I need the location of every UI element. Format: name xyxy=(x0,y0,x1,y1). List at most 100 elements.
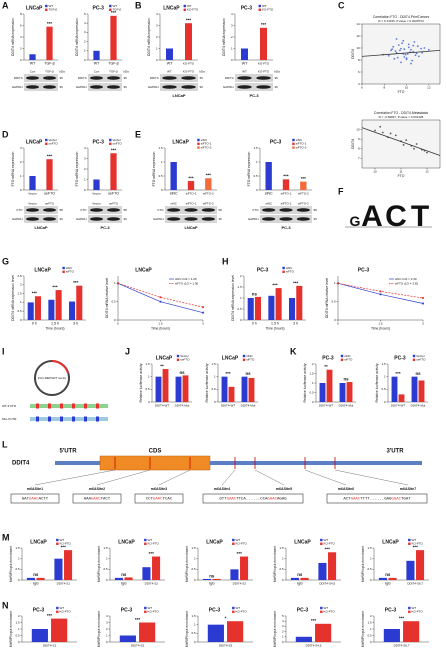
bar xyxy=(212,578,221,580)
legend-swatch xyxy=(197,138,200,142)
significance: ns xyxy=(415,371,421,376)
blot-strip xyxy=(235,74,273,82)
legend-label: WT xyxy=(324,606,329,610)
bar xyxy=(240,556,249,580)
site-connector xyxy=(158,469,191,486)
bar xyxy=(328,552,337,580)
point xyxy=(403,56,406,58)
blot-band xyxy=(279,208,293,212)
kda-label: 36 xyxy=(124,85,128,89)
y-tick-label: 4 xyxy=(106,614,108,618)
point xyxy=(421,51,424,54)
y-tick-label: 0 xyxy=(370,640,372,644)
legend-label: siNC xyxy=(66,266,73,270)
significance: *** xyxy=(32,291,37,296)
construct-site xyxy=(84,403,87,409)
y-tick-label: 1 xyxy=(194,556,196,560)
construct-bar xyxy=(30,417,108,421)
significance: ns xyxy=(121,572,127,577)
utr3-bar xyxy=(210,461,422,465)
y-axis-label: DDIT4 mRNA expression xyxy=(147,18,151,56)
panel-letter: A xyxy=(2,0,9,10)
y-tick-label: 2 xyxy=(20,160,22,164)
blot-strip xyxy=(235,83,273,91)
x-tick-label: DDIT4-S3 xyxy=(233,581,247,585)
row-label: FTO xyxy=(253,208,260,212)
legend-swatch xyxy=(408,606,411,610)
significance: *** xyxy=(47,21,52,26)
y-axis-label: DDIT4 xyxy=(351,139,355,149)
chart-title: LNCaP xyxy=(163,5,180,11)
point xyxy=(427,48,430,51)
blot-band xyxy=(279,217,293,221)
legend-label: KO-FTO xyxy=(148,610,160,614)
chart-title: PC-3 xyxy=(92,5,104,11)
bar xyxy=(275,288,282,320)
blot-band xyxy=(181,76,196,80)
motif-letter: C xyxy=(385,200,407,233)
y-axis-label: MeRIP/input enrichment xyxy=(97,611,101,647)
point xyxy=(379,290,382,293)
motif-letter: A xyxy=(361,200,383,233)
x-tick-label: 3 h xyxy=(73,321,78,325)
blot-strip xyxy=(24,215,58,223)
x-axis-label: Time (hours) xyxy=(151,326,170,330)
point xyxy=(400,47,402,50)
x-tick-label: 3 h xyxy=(293,321,298,325)
blot-band xyxy=(26,217,39,221)
construct-bar xyxy=(30,404,108,408)
legend-label: KO-FTO xyxy=(236,610,248,614)
sequence-box xyxy=(326,493,428,504)
x-axis-label: FTO xyxy=(398,174,405,178)
significance: *** xyxy=(311,618,316,623)
significance: *** xyxy=(283,174,288,179)
y-tick-label: 1 xyxy=(106,556,108,560)
blot-band xyxy=(90,85,103,89)
legend-label: siFTO-1 xyxy=(201,142,212,146)
blot-band xyxy=(107,217,120,221)
site-label: m6ASite3 xyxy=(151,487,167,491)
point xyxy=(395,38,398,40)
kda-label: 58 xyxy=(60,208,64,212)
significance: * xyxy=(225,616,227,621)
legend-swatch xyxy=(109,8,112,11)
chart-subtitle: R = -0.69847, P.value = 0.001328 xyxy=(379,115,424,119)
x-tick-label: 10 xyxy=(373,170,377,174)
cell-label: PC-3 xyxy=(249,93,259,98)
y-axis-label: DDIT4 mRNA relative level xyxy=(105,278,109,319)
legend-swatch xyxy=(62,270,65,273)
blot-band xyxy=(107,85,120,89)
y-axis-label: MeRIP/input enrichment xyxy=(185,546,189,582)
blot-strip xyxy=(88,74,122,82)
legend-label: siFTO xyxy=(286,270,295,274)
bar xyxy=(296,285,303,320)
point xyxy=(402,39,405,42)
sequence-part: GAAC xyxy=(153,498,163,502)
y-axis-label: FTO mRNA expression xyxy=(75,151,79,186)
point xyxy=(426,151,428,154)
x-tick-label: DDIT4-Mut xyxy=(175,403,190,407)
blot-strip xyxy=(160,83,198,91)
legend-swatch xyxy=(109,138,112,142)
y-tick-label: 0.5 xyxy=(254,174,259,178)
bar xyxy=(282,179,290,190)
legend-label: WT xyxy=(236,606,241,610)
bar xyxy=(319,383,326,402)
bar xyxy=(289,298,296,320)
y-tick-label: 0.5 xyxy=(159,174,164,178)
x-tick-label: 3 xyxy=(202,322,204,326)
y-tick-label: 2 xyxy=(84,167,86,171)
y-tick-label: 1.5 xyxy=(368,546,373,550)
panel-letter: C xyxy=(338,0,345,10)
legend-label: TGF-β xyxy=(112,8,121,12)
bar xyxy=(221,376,228,402)
construct-site xyxy=(96,416,99,422)
x-tick-label: 1.5 xyxy=(158,322,163,326)
bar xyxy=(54,558,63,580)
significance: *** xyxy=(188,175,193,180)
blot-band xyxy=(262,208,276,212)
lane-label: oeFTO xyxy=(45,201,55,205)
x-tick-label: DDIT4-WT xyxy=(155,403,169,407)
lane-label: siFTO-1 xyxy=(186,201,197,205)
legend-swatch xyxy=(232,542,235,545)
